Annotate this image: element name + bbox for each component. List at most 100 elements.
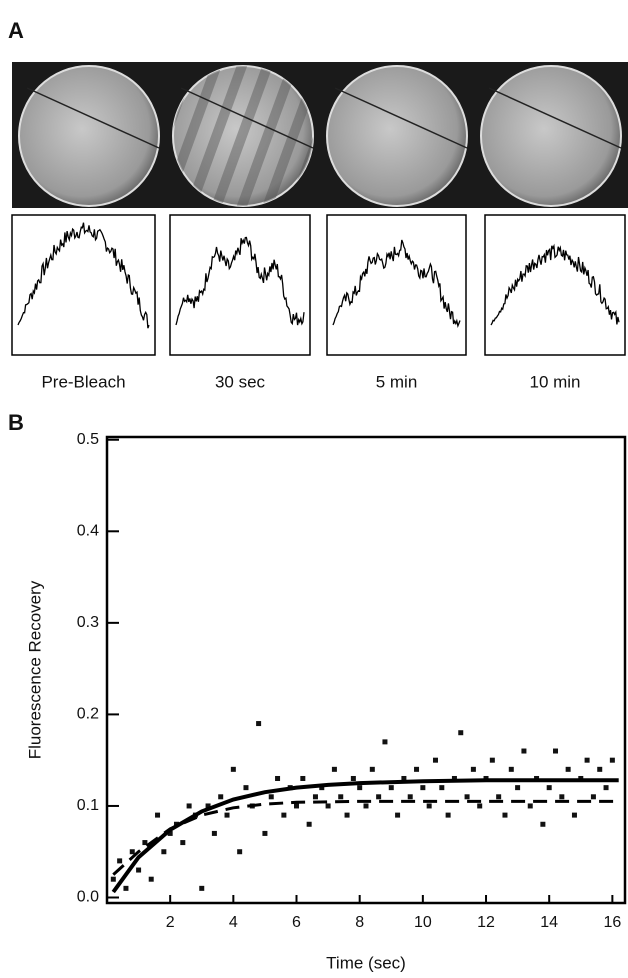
- data-point: [205, 803, 211, 809]
- profile-box: [169, 214, 311, 356]
- data-point: [319, 785, 325, 791]
- cell-disc: [18, 65, 160, 207]
- data-point: [540, 821, 546, 827]
- data-point: [420, 785, 426, 791]
- data-point: [508, 766, 514, 772]
- x-tick-label: 14: [540, 914, 558, 931]
- data-point: [199, 885, 205, 891]
- profile-box: [326, 214, 467, 356]
- plot-frame: [105, 435, 627, 905]
- data-point: [268, 794, 274, 800]
- data-point: [369, 766, 375, 772]
- scan-line: [180, 87, 314, 149]
- data-point: [489, 757, 495, 763]
- data-point: [294, 803, 300, 809]
- data-point: [155, 812, 161, 818]
- data-point: [363, 803, 369, 809]
- intensity-profile: [17, 222, 150, 329]
- micrograph: [18, 65, 160, 207]
- data-point: [477, 803, 483, 809]
- data-point: [281, 812, 287, 818]
- y-tick-label: 0.5: [77, 431, 99, 448]
- frame-caption: Pre-Bleach: [41, 372, 125, 391]
- data-point: [338, 794, 344, 800]
- data-point: [256, 721, 262, 727]
- data-point: [451, 775, 457, 781]
- data-point: [439, 785, 445, 791]
- x-tick-label: 4: [229, 914, 238, 931]
- data-point: [136, 867, 142, 873]
- bleach-stripe: [229, 57, 301, 226]
- data-point: [243, 785, 249, 791]
- data-point: [331, 766, 337, 772]
- data-point: [609, 757, 615, 763]
- data-point: [275, 775, 281, 781]
- y-tick-label: 0.1: [77, 797, 99, 814]
- data-point: [502, 812, 508, 818]
- intensity-profile: [332, 239, 461, 328]
- data-point: [357, 785, 363, 791]
- data-point: [432, 757, 438, 763]
- data-point: [129, 849, 135, 855]
- bleach-stripe: [206, 49, 278, 222]
- cell-disc: [326, 65, 468, 207]
- data-point: [262, 830, 268, 836]
- bleach-stripe: [161, 46, 233, 206]
- data-point: [186, 803, 192, 809]
- x-axis-label: Time (sec): [326, 953, 406, 972]
- y-axis-label: Fluorescence Recovery: [25, 580, 44, 759]
- data-point: [382, 739, 388, 745]
- cell-disc: [480, 65, 622, 207]
- frame-caption: 5 min: [376, 372, 418, 391]
- data-point: [395, 812, 401, 818]
- data-point: [325, 803, 331, 809]
- data-point: [571, 812, 577, 818]
- panel-label: A: [8, 18, 24, 43]
- fit-curve: [112, 799, 619, 876]
- data-point: [414, 766, 420, 772]
- data-point: [470, 766, 476, 772]
- data-point: [117, 858, 123, 864]
- data-point: [458, 730, 464, 736]
- data-point: [407, 794, 413, 800]
- data-point: [521, 748, 527, 754]
- scan-line: [334, 87, 468, 149]
- x-tick-label: 16: [603, 914, 621, 931]
- micrograph: [153, 46, 333, 226]
- data-point: [110, 876, 116, 882]
- y-tick-label: 0.0: [77, 889, 99, 906]
- bleach-stripe: [251, 65, 323, 226]
- x-tick-label: 2: [166, 914, 175, 931]
- data-point: [565, 766, 571, 772]
- data-point: [496, 794, 502, 800]
- data-point: [180, 840, 186, 846]
- data-point: [123, 885, 129, 891]
- y-tick-label: 0.4: [77, 523, 99, 540]
- data-point: [527, 803, 533, 809]
- data-point: [218, 794, 224, 800]
- data-point: [584, 757, 590, 763]
- data-point: [230, 766, 236, 772]
- data-point: [237, 849, 243, 855]
- frame-caption: 10 min: [529, 372, 580, 391]
- data-point: [546, 785, 552, 791]
- y-tick-label: 0.3: [77, 614, 99, 631]
- data-point: [559, 794, 565, 800]
- data-point: [445, 812, 451, 818]
- data-point: [350, 775, 356, 781]
- data-point: [376, 794, 382, 800]
- x-tick-label: 6: [292, 914, 301, 931]
- data-point: [515, 785, 521, 791]
- scan-line: [26, 87, 160, 149]
- intensity-profile: [175, 236, 305, 326]
- profile-box: [11, 214, 156, 356]
- data-point: [312, 794, 318, 800]
- data-point: [553, 748, 559, 754]
- micrograph: [326, 65, 468, 207]
- data-point: [464, 794, 470, 800]
- x-tick-label: 10: [414, 914, 432, 931]
- data-point: [388, 785, 394, 791]
- data-point: [590, 794, 596, 800]
- data-point: [401, 775, 407, 781]
- data-point: [161, 849, 167, 855]
